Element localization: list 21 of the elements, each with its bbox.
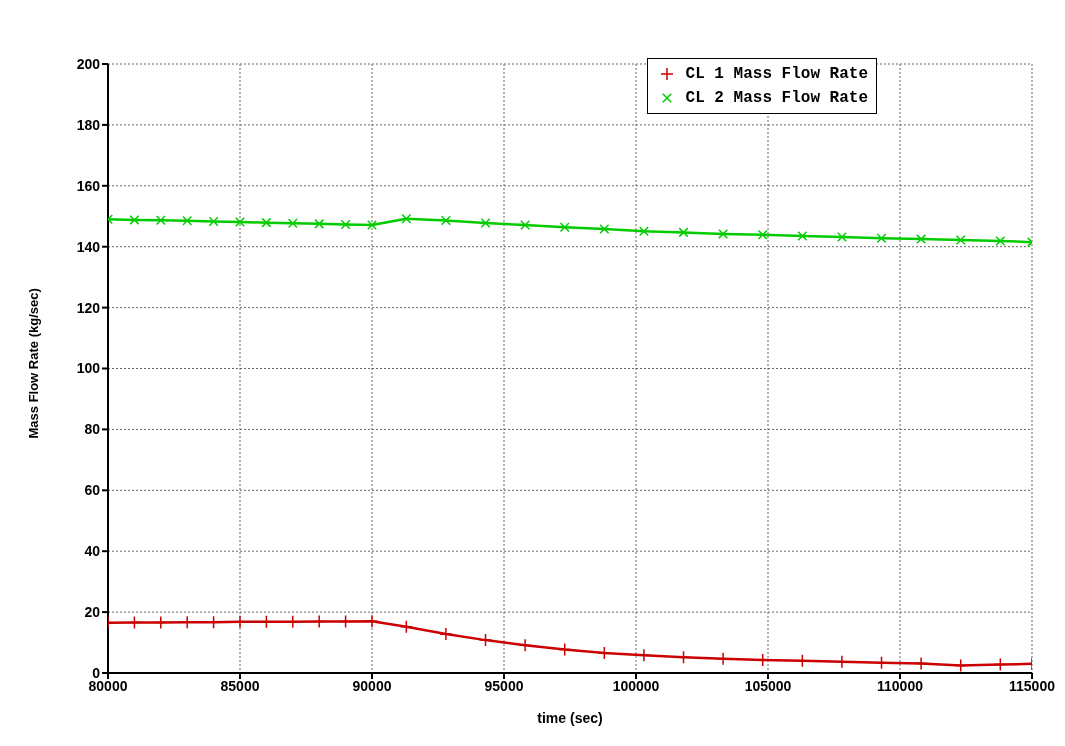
y-tick-label: 40 <box>84 543 101 560</box>
y-tick-label: 140 <box>76 238 101 255</box>
legend-label: CL 1 Mass Flow Rate <box>685 65 868 83</box>
x-tick-label: 110000 <box>877 677 924 694</box>
y-tick-label: 200 <box>76 55 101 72</box>
x-tick-label: 105000 <box>744 677 792 694</box>
y-tick-label: 20 <box>84 604 101 621</box>
x-tick-label: 100000 <box>612 677 660 694</box>
y-tick-label: 120 <box>76 299 101 316</box>
x-tick-label: 115000 <box>1009 677 1056 694</box>
y-axis-title: Mass Flow Rate (kg/sec) <box>25 288 41 439</box>
x-tick-label: 85000 <box>220 677 260 694</box>
y-tick-label: 160 <box>76 177 101 194</box>
legend-label: CL 2 Mass Flow Rate <box>685 89 868 107</box>
y-tick-label: 60 <box>84 482 101 499</box>
x-tick-label: 90000 <box>352 677 392 694</box>
y-tick-label: 180 <box>76 116 101 133</box>
y-tick-label: 100 <box>76 360 101 377</box>
x-tick-label: 95000 <box>484 677 524 694</box>
x-axis-title: time (sec) <box>537 710 603 726</box>
y-tick-label: 80 <box>84 421 101 438</box>
